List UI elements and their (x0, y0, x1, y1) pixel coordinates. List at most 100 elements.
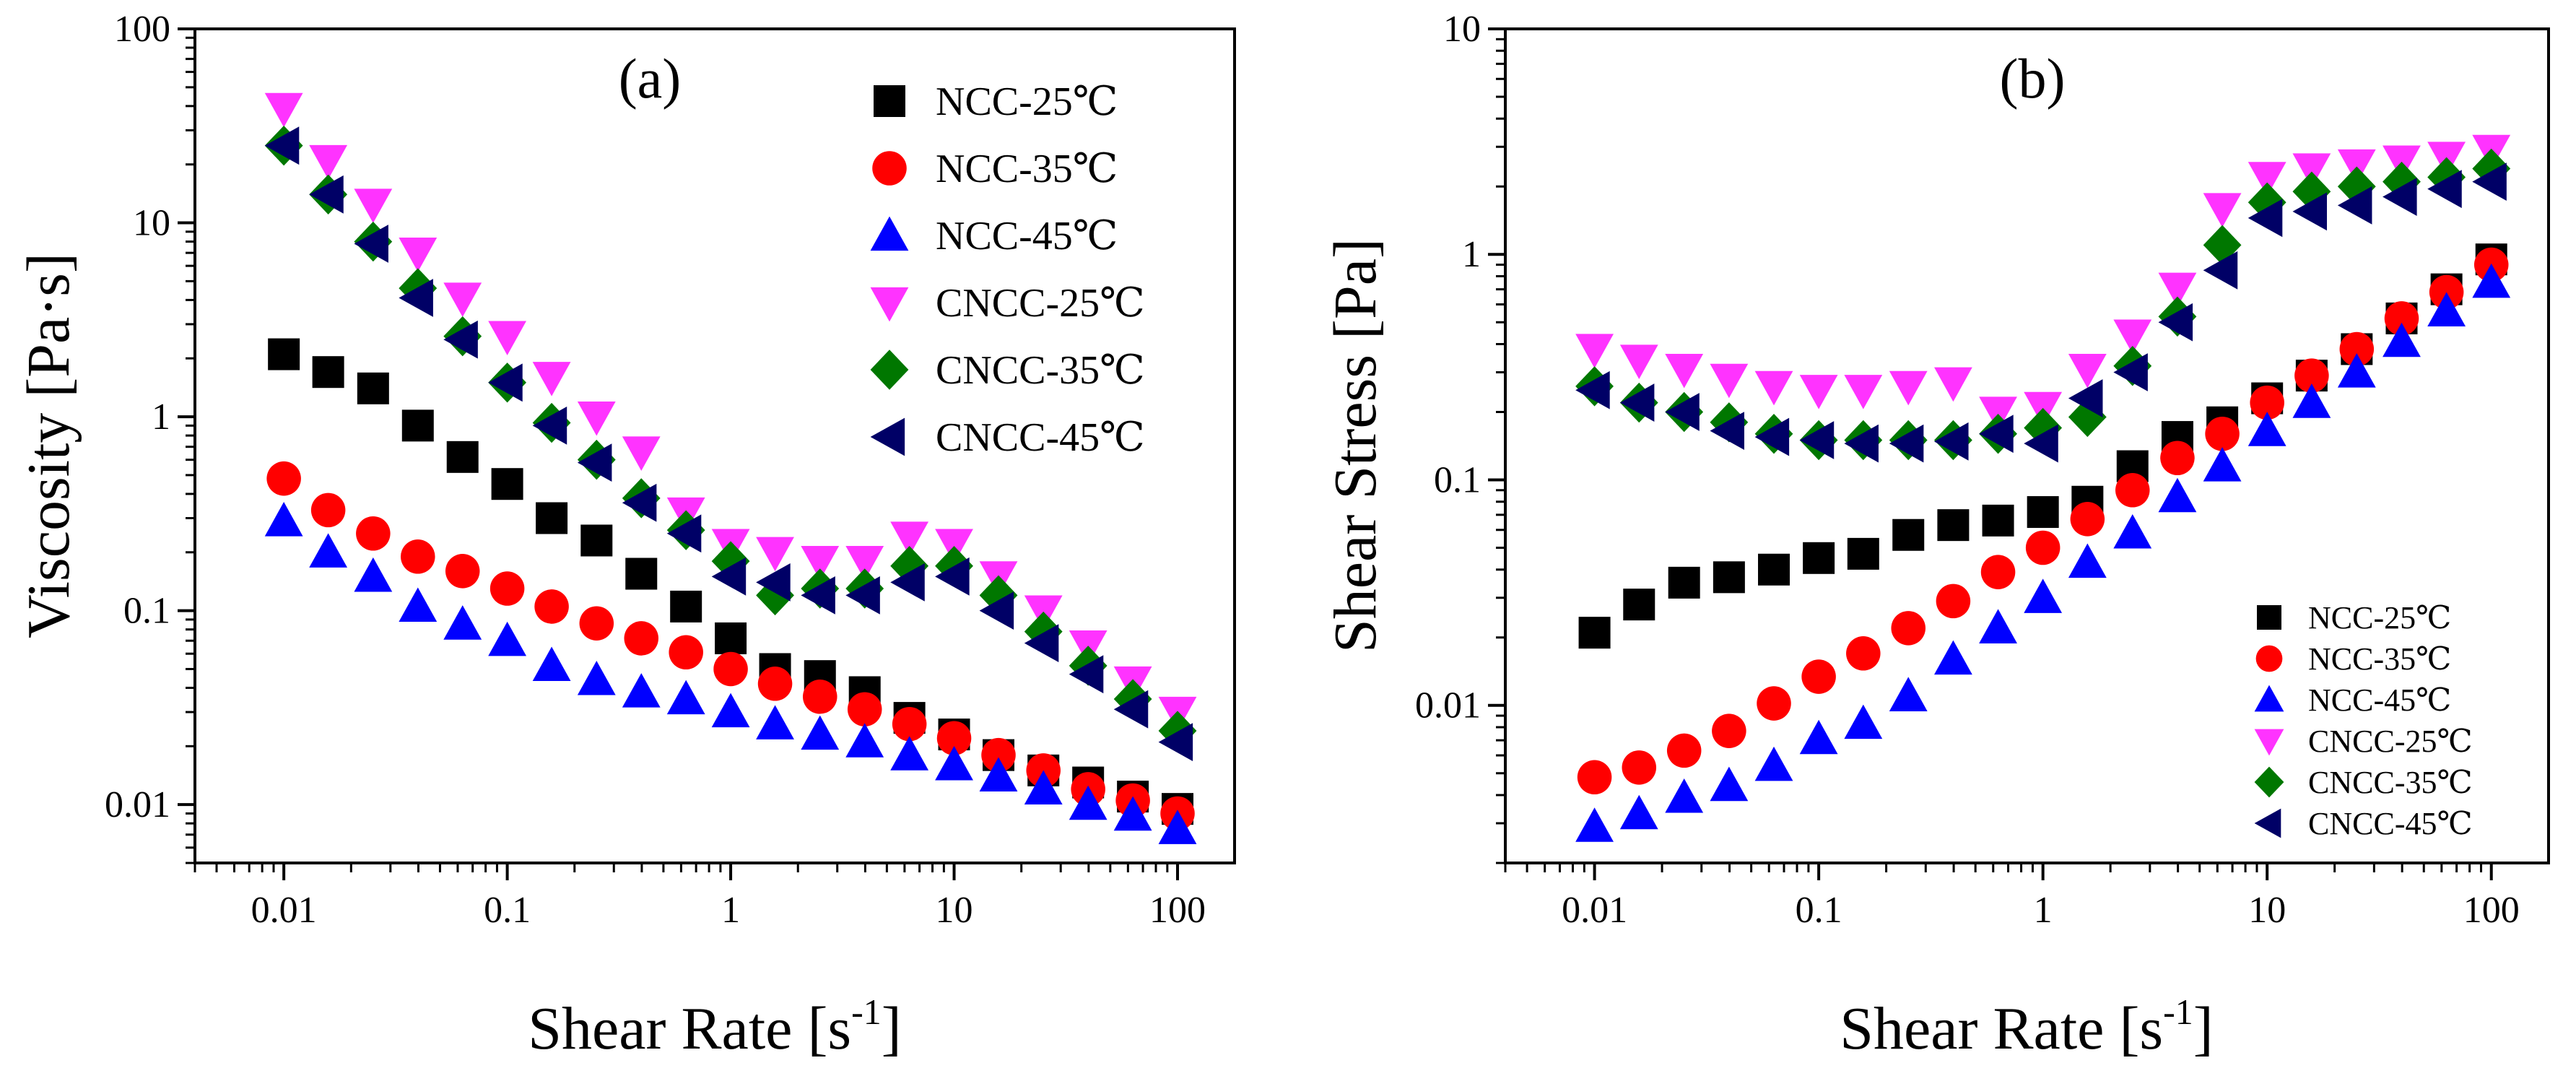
data-point-triangle-up (1619, 794, 1658, 830)
data-point-triangle-up (935, 745, 973, 781)
data-point-triangle-down (1619, 344, 1658, 379)
legend-label: NCC-45℃ (936, 214, 1118, 259)
legend-label: CNCC-35℃ (2308, 765, 2473, 800)
data-point-triangle-up (845, 723, 884, 758)
data-point-triangle-up (2024, 578, 2063, 613)
y-tick-label: 0.1 (1434, 459, 1481, 500)
data-point-triangle-left (488, 363, 523, 402)
data-point-square (357, 372, 389, 404)
y-tick-label: 0.1 (123, 591, 170, 632)
data-point-triangle-left (2383, 178, 2417, 216)
data-point-circle (2205, 417, 2240, 451)
x-tick-label: 1 (2034, 890, 2053, 931)
data-point-triangle-up (756, 705, 794, 739)
data-point-triangle-left (845, 576, 880, 615)
data-point-triangle-down (2292, 153, 2331, 188)
data-point-circle (1712, 713, 1746, 748)
data-point-circle (2160, 441, 2195, 475)
legend-marker-circle (2255, 645, 2283, 672)
data-point-circle (757, 667, 793, 701)
data-point-square (625, 557, 658, 590)
legend-entry: NCC-45℃ (870, 214, 1118, 259)
data-point-triangle-down (1575, 334, 1614, 368)
data-point-triangle-up (1979, 609, 2017, 643)
y-tick-label: 10 (1443, 9, 1481, 50)
data-point-diamond (979, 575, 1018, 616)
data-point-triangle-down (2203, 193, 2242, 227)
data-point-square (401, 409, 434, 442)
data-point-triangle-up (2337, 353, 2376, 388)
data-point-triangle-down (1665, 353, 1704, 389)
legend-entry: CNCC-25℃ (2254, 724, 2473, 759)
x-tick-label: 100 (1149, 890, 1206, 931)
data-point-triangle-up (2068, 543, 2107, 578)
data-point-triangle-left (1844, 424, 1879, 463)
x-tick-label: 0.01 (1562, 890, 1627, 931)
data-point-triangle-up (1889, 677, 1928, 711)
legend-entry: NCC-25℃ (2257, 600, 2451, 635)
data-point-triangle-left (1934, 422, 1969, 461)
data-point-triangle-left (2113, 353, 2148, 391)
x-tick-label: 1 (721, 890, 740, 931)
data-point-triangle-left (756, 563, 791, 602)
data-point-triangle-down (1844, 375, 1883, 409)
legend-label: CNCC-45℃ (2308, 806, 2473, 841)
data-point-triangle-up (979, 757, 1018, 792)
data-point-circle (713, 651, 748, 687)
panel-a-y-axis-title: Viscosity [Pa·s] (15, 253, 82, 638)
data-point-circle (1757, 686, 1791, 721)
data-point-triangle-up (354, 557, 393, 592)
data-point-square (1668, 566, 1700, 599)
data-point-triangle-left (1619, 383, 1655, 422)
panel-b-x-axis-title: Shear Rate [s-1] (1840, 992, 2214, 1062)
data-point-triangle-left (2068, 379, 2103, 417)
panel-b-legend: NCC-25℃ NCC-35℃ NCC-45℃ CNCC-25℃ CNCC-35℃ CNC… (2254, 600, 2473, 841)
data-point-diamond (2427, 157, 2466, 198)
data-point-circle (1891, 611, 1926, 646)
data-point-circle (1577, 760, 1612, 795)
data-point-triangle-left (2158, 303, 2193, 342)
data-point-triangle-left (443, 320, 478, 359)
data-point-triangle-down (2248, 162, 2286, 196)
data-point-triangle-down (309, 144, 348, 180)
data-point-square (1758, 553, 1790, 586)
data-point-triangle-down (801, 545, 840, 581)
data-point-triangle-down (1934, 367, 1972, 402)
x-tick-label: 10 (936, 890, 973, 931)
data-point-circle (401, 539, 435, 574)
data-point-diamond (2292, 171, 2331, 212)
data-point-circle (936, 721, 972, 755)
data-point-circle (579, 606, 614, 641)
data-point-triangle-up (1665, 778, 1704, 813)
panel-b-label: (b) (2000, 47, 2066, 110)
data-point-square (312, 356, 344, 389)
legend-label: CNCC-35℃ (936, 348, 1145, 393)
data-point-circle (534, 589, 569, 624)
legend-marker-square (874, 85, 905, 117)
data-point-circle (2115, 473, 2150, 508)
data-point-triangle-up (488, 621, 527, 656)
data-point-triangle-up (1113, 796, 1152, 831)
y-tick-label: 100 (114, 9, 170, 50)
data-point-triangle-left (890, 563, 925, 602)
panel-a-label: (a) (619, 47, 682, 110)
x-tick-label: 100 (2463, 890, 2520, 931)
data-point-diamond (756, 575, 794, 616)
data-point-triangle-left (577, 443, 612, 482)
legend-marker-circle (872, 151, 907, 186)
data-point-square (715, 622, 747, 654)
data-point-circle (1801, 659, 1836, 694)
legend-label: CNCC-45℃ (936, 415, 1145, 460)
legend-label: CNCC-25℃ (2308, 724, 2473, 759)
data-point-triangle-down (622, 436, 661, 471)
series-NCC-35℃ (266, 461, 1195, 831)
data-point-diamond (2068, 396, 2107, 438)
data-point-triangle-left (2203, 251, 2238, 290)
data-point-triangle-up (2113, 513, 2152, 549)
data-point-triangle-up (1799, 719, 1838, 755)
data-point-triangle-left (1710, 412, 1744, 450)
data-point-triangle-up (2383, 322, 2421, 357)
data-point-triangle-down (2068, 353, 2107, 389)
data-point-triangle-left (354, 225, 388, 263)
